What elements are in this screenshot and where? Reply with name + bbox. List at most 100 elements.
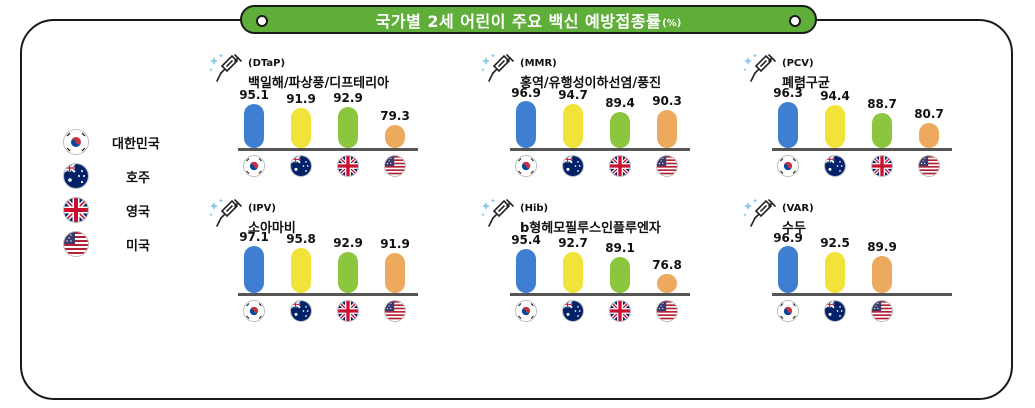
vaccine-abbreviation: (MMR) [520, 58, 557, 69]
korea-flag-icon [244, 156, 264, 176]
data-label-uk: 89.1 [605, 241, 635, 256]
korea-flag-icon [64, 130, 88, 154]
x-tick-uk [610, 301, 630, 321]
syringe-icon [480, 53, 516, 83]
chart-panel-mmr: (MMR) 홍역/유행성이하선염/풍진 96.9 94.7 89.4 90.3 [480, 53, 710, 183]
syringe-icon [208, 198, 244, 228]
bar-usa [657, 110, 677, 148]
vaccine-name: 소아마비 [248, 221, 296, 236]
bar-korea [778, 246, 798, 293]
x-tick-korea [244, 156, 264, 176]
bar-uk [610, 111, 630, 148]
bar-australia [825, 252, 845, 293]
bar-australia [291, 108, 311, 148]
baseline [238, 293, 418, 296]
usa-flag-icon [385, 156, 405, 176]
x-tick-korea [778, 156, 798, 176]
legend-item-australia: 호주 [62, 164, 192, 188]
usa-flag-icon [657, 301, 677, 321]
bar-usa [872, 255, 892, 293]
data-label-usa: 91.9 [380, 237, 410, 252]
usa-flag-icon [64, 232, 88, 256]
baseline [238, 148, 418, 151]
x-tick-uk [872, 156, 892, 176]
data-label-korea: 96.9 [511, 85, 541, 100]
chart-panel-dtap: (DTaP) 백일해/파상풍/디프테리아 95.1 91.9 92.9 79.3 [208, 53, 438, 183]
vaccine-name: b형헤모필루스인플루엔자 [520, 221, 661, 236]
data-label-usa: 90.3 [652, 94, 682, 109]
korea-flag-icon [516, 301, 536, 321]
bar-usa [657, 273, 677, 293]
legend-item-korea: 대한민국 [62, 130, 192, 154]
x-tick-usa [385, 301, 405, 321]
data-label-uk: 92.9 [333, 235, 363, 250]
bar-plot: 95.4 92.7 89.1 76.8 [500, 232, 710, 328]
data-label-australia: 92.5 [820, 236, 850, 251]
x-tick-uk [338, 156, 358, 176]
x-tick-uk [610, 156, 630, 176]
x-tick-australia [291, 156, 311, 176]
chart-title-unit: (%) [662, 18, 682, 29]
x-tick-australia [291, 301, 311, 321]
data-label-australia: 92.7 [558, 236, 588, 251]
syringe-icon [742, 198, 778, 228]
title-dot-right [789, 15, 801, 27]
data-label-australia: 91.9 [286, 92, 316, 107]
syringe-icon [208, 53, 244, 83]
vaccine-name: 수두 [782, 221, 806, 236]
bar-korea [516, 248, 536, 293]
vaccine-name: 홍역/유행성이하선염/풍진 [520, 76, 662, 91]
chart-panel-var: (VAR) 수두 96.9 92.5 89.9 [742, 198, 972, 328]
data-label-korea: 96.3 [773, 86, 803, 101]
x-tick-korea [516, 156, 536, 176]
data-label-usa: 79.3 [380, 109, 410, 124]
usa-flag-icon [919, 156, 939, 176]
x-tick-usa [657, 301, 677, 321]
bar-korea [778, 102, 798, 148]
vaccine-abbreviation: (DTaP) [248, 58, 286, 69]
legend-label: 미국 [126, 239, 150, 254]
australia-flag-icon [291, 156, 311, 176]
data-label-korea: 95.4 [511, 232, 541, 247]
australia-flag-icon [563, 156, 583, 176]
bar-korea [516, 101, 536, 148]
australia-flag-icon [64, 164, 88, 188]
data-label-korea: 97.1 [239, 230, 269, 245]
x-tick-australia [825, 156, 845, 176]
bar-uk [872, 112, 892, 148]
bar-uk [338, 106, 358, 148]
chart-panel-ipv: (IPV) 소아마비 97.1 95.8 92.9 91.9 [208, 198, 438, 328]
x-tick-australia [563, 156, 583, 176]
legend-label: 호주 [126, 171, 150, 186]
x-tick-usa [385, 156, 405, 176]
x-tick-korea [244, 301, 264, 321]
australia-flag-icon [563, 301, 583, 321]
bar-australia [563, 252, 583, 293]
bar-plot: 96.3 94.4 88.7 80.7 [762, 86, 972, 183]
x-tick-uk [338, 301, 358, 321]
chart-title: 국가별 2세 어린이 주요 백신 예방접종률 [375, 11, 662, 31]
bar-korea [244, 246, 264, 293]
title-banner: 국가별 2세 어린이 주요 백신 예방접종률 (%) [240, 5, 817, 34]
x-tick-australia [825, 301, 845, 321]
data-label-usa: 89.9 [867, 239, 897, 254]
legend-item-uk: 영국 [62, 198, 192, 222]
baseline [510, 293, 690, 296]
vaccine-abbreviation: (VAR) [782, 203, 814, 214]
vaccine-name: 백일해/파상풍/디프테리아 [248, 76, 390, 91]
vaccine-name: 폐렴구균 [782, 76, 830, 91]
bar-uk [338, 251, 358, 293]
data-label-usa: 76.8 [652, 257, 682, 272]
bar-australia [563, 104, 583, 148]
baseline [772, 293, 952, 296]
bar-korea [244, 103, 264, 148]
data-label-australia: 94.4 [820, 88, 850, 103]
bar-uk [610, 257, 630, 293]
legend-label: 영국 [126, 205, 150, 220]
data-label-korea: 95.1 [239, 87, 269, 102]
vaccine-abbreviation: (PCV) [782, 58, 814, 69]
baseline [772, 148, 952, 151]
australia-flag-icon [825, 301, 845, 321]
x-tick-korea [778, 301, 798, 321]
data-label-australia: 94.7 [558, 88, 588, 103]
